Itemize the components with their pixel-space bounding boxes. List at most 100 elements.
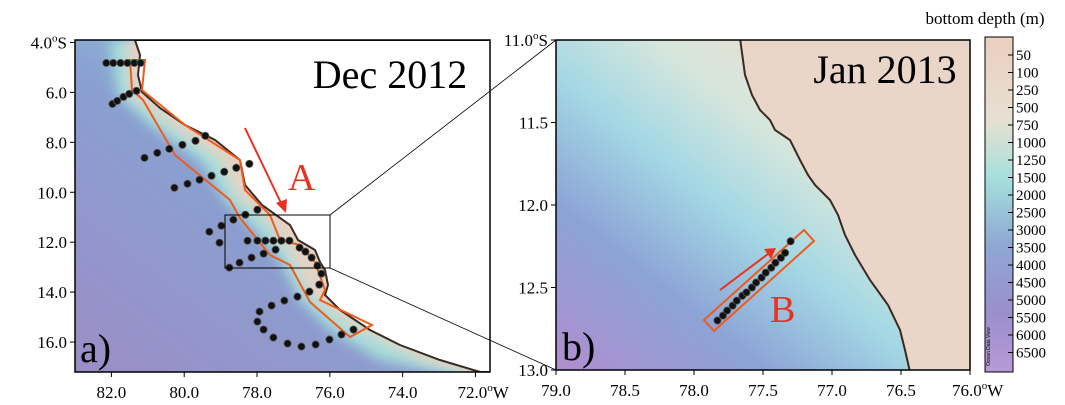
colorbar-label: 4500	[1016, 276, 1046, 292]
tick-text: 74.0	[388, 383, 418, 402]
station	[271, 245, 280, 254]
station	[781, 248, 790, 257]
station	[259, 325, 268, 334]
station	[259, 249, 268, 258]
tick-text: 16.0	[37, 333, 67, 352]
tick-text: 78.0	[679, 381, 709, 400]
tick-text: 11.5	[519, 114, 548, 133]
station	[183, 179, 192, 188]
station	[293, 292, 302, 301]
station	[315, 280, 324, 289]
station	[269, 333, 278, 342]
lat-tick-label: 12.5	[518, 279, 548, 298]
station	[102, 58, 111, 67]
tick-text: 79.0	[541, 381, 571, 400]
station	[195, 175, 204, 184]
lon-tick-label: 77.5	[748, 381, 778, 400]
station	[317, 269, 326, 278]
lon-tick-label: 78.0	[679, 381, 709, 400]
station	[295, 243, 304, 252]
lon-tick-label: 82.0	[97, 383, 127, 402]
tick-text: 12.0	[518, 196, 548, 215]
station	[220, 167, 229, 176]
lat-tick-label: 13.0	[518, 361, 548, 380]
colorbar-label: 3000	[1016, 223, 1046, 239]
tick-text: 76.0	[315, 383, 345, 402]
colorbar-label: 1000	[1016, 136, 1046, 152]
colorbar-label: 750	[1016, 118, 1039, 134]
station	[761, 268, 770, 277]
station	[723, 306, 732, 315]
station	[235, 258, 244, 267]
colorbar-label: 1500	[1016, 171, 1046, 187]
station	[311, 340, 320, 349]
panel-label: a)	[80, 326, 111, 371]
tick-text: 76.0	[952, 381, 982, 400]
station	[786, 237, 795, 246]
tick-text: 77.0	[817, 381, 847, 400]
hemisphere: W	[987, 381, 1004, 400]
station	[205, 227, 214, 236]
lon-tick-label: 74.0	[388, 383, 418, 402]
region-label: B	[770, 289, 795, 331]
station	[217, 221, 226, 230]
colorbar-label: 2500	[1016, 206, 1046, 222]
station	[191, 136, 200, 145]
station	[243, 236, 252, 245]
station	[713, 316, 722, 325]
tick-text: 12.0	[37, 233, 67, 252]
station	[261, 236, 270, 245]
station	[742, 288, 751, 297]
map-a	[75, 40, 490, 372]
station	[232, 163, 241, 172]
lon-tick-label: 76.5	[886, 381, 916, 400]
colorbar-label: 1250	[1016, 153, 1046, 169]
station	[277, 236, 286, 245]
station	[771, 258, 780, 267]
lat-tick-label: 16.0	[37, 333, 67, 352]
tick-text: 12.5	[518, 279, 548, 298]
lon-tick-label: 79.0	[541, 381, 571, 400]
station	[123, 58, 132, 67]
colorbar-label: 5000	[1016, 293, 1046, 309]
station	[245, 159, 254, 168]
station	[165, 144, 174, 153]
colorbar-label: 3500	[1016, 241, 1046, 257]
station	[136, 58, 145, 67]
colorbar-label: 6500	[1016, 346, 1046, 362]
tick-text: 77.5	[748, 381, 778, 400]
degree: o	[982, 380, 988, 392]
colorbar-label: 50	[1016, 48, 1031, 64]
lon-tick-label: 77.0	[817, 381, 847, 400]
station	[752, 278, 761, 287]
colorbar-label: 6000	[1016, 328, 1046, 344]
tick-text: 8.0	[46, 133, 67, 152]
degree: o	[52, 32, 58, 44]
station	[301, 247, 310, 256]
station	[255, 307, 264, 316]
station	[116, 58, 125, 67]
lat-tick-label: 14.0	[37, 283, 67, 302]
lat-tick-label: 12.0	[518, 196, 548, 215]
degree: o	[487, 382, 493, 394]
colorbar-label: 500	[1016, 101, 1039, 117]
station	[269, 236, 278, 245]
hemisphere: W	[493, 383, 510, 402]
station	[207, 171, 216, 180]
lat-tick-label: 6.0	[46, 83, 67, 102]
station	[125, 89, 134, 98]
colorbar-label: 250	[1016, 83, 1039, 99]
station	[337, 330, 346, 339]
tick-text: 13.0	[518, 361, 548, 380]
tick-text: 6.0	[46, 83, 67, 102]
lon-tick-label: 80.0	[169, 383, 199, 402]
station	[307, 253, 316, 262]
station	[253, 205, 262, 214]
credit: Ocean Data View	[986, 327, 992, 366]
colorbar-title: bottom depth (m)	[926, 9, 1045, 28]
map-b	[556, 40, 970, 370]
colorbar-label: 2000	[1016, 188, 1046, 204]
tick-text: 11.0	[504, 31, 533, 50]
tick-text: 72.0	[457, 383, 487, 402]
